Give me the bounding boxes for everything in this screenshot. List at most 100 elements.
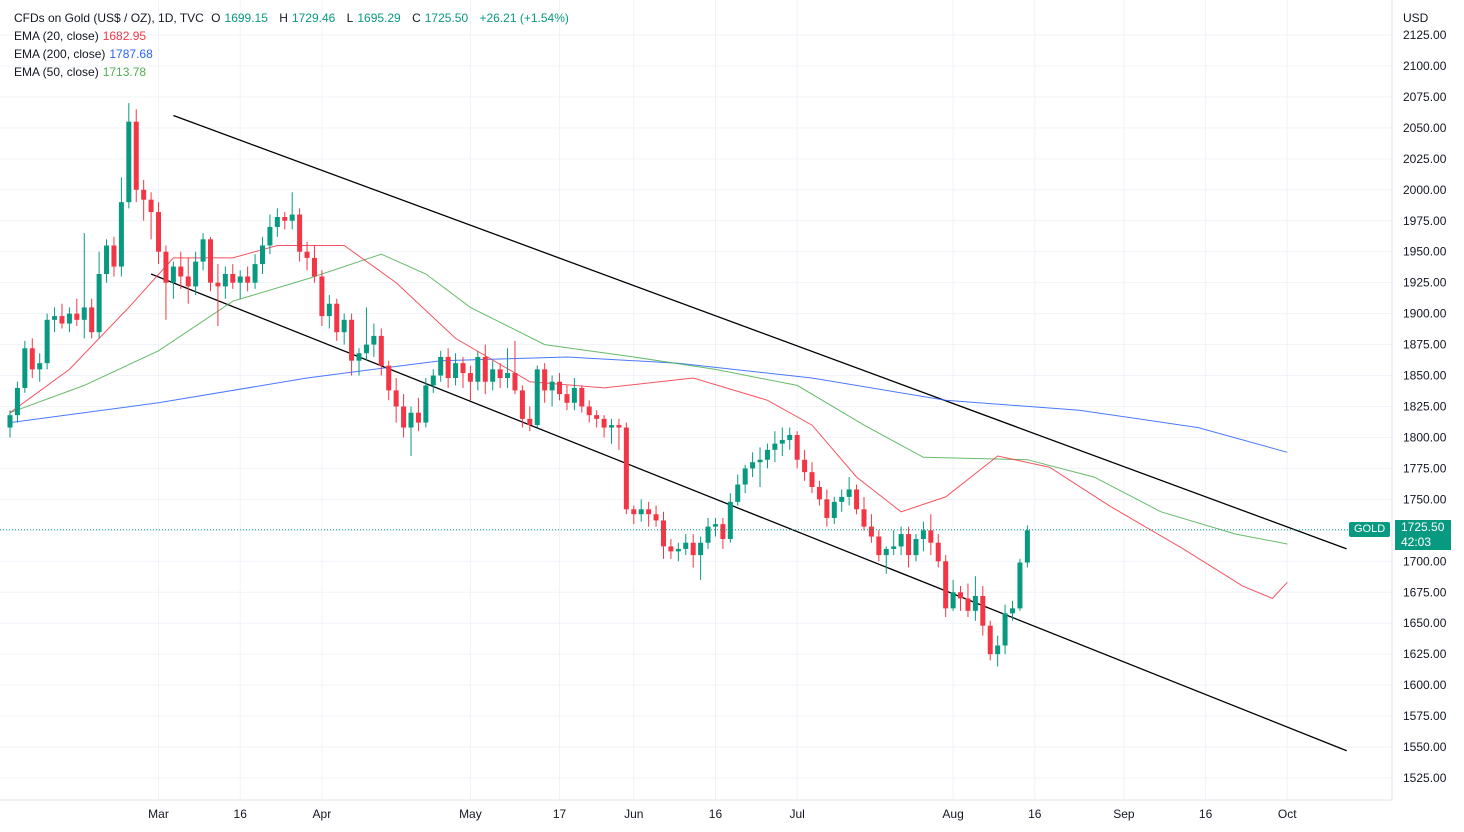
candle-body[interactable] xyxy=(519,390,525,419)
candle[interactable] xyxy=(705,517,711,549)
candle-body[interactable] xyxy=(378,335,384,366)
candle[interactable] xyxy=(401,394,407,438)
candle-body[interactable] xyxy=(950,592,956,609)
candle[interactable] xyxy=(96,251,102,339)
candle-body[interactable] xyxy=(118,202,124,267)
candle-body[interactable] xyxy=(133,121,139,190)
candle[interactable] xyxy=(727,493,733,543)
candle[interactable] xyxy=(259,236,265,274)
candle[interactable] xyxy=(74,298,80,327)
candle[interactable] xyxy=(423,378,429,428)
candle-body[interactable] xyxy=(623,427,629,510)
candle-body[interactable] xyxy=(497,369,503,379)
candle-body[interactable] xyxy=(289,214,295,221)
symbol-description[interactable]: CFDs on Gold (US$ / OZ), 1D, TVC xyxy=(14,11,204,25)
candle[interactable] xyxy=(14,381,20,423)
candle[interactable] xyxy=(363,307,369,361)
candle[interactable] xyxy=(289,192,295,230)
candle[interactable] xyxy=(549,375,555,407)
candle[interactable] xyxy=(868,514,874,543)
candle-body[interactable] xyxy=(809,472,815,487)
candle[interactable] xyxy=(958,586,964,611)
candle-body[interactable] xyxy=(341,319,347,333)
candle[interactable] xyxy=(311,245,317,283)
candle-body[interactable] xyxy=(349,319,355,361)
candle-body[interactable] xyxy=(616,425,622,428)
candle-body[interactable] xyxy=(512,373,518,391)
candle[interactable] xyxy=(237,270,243,299)
candle[interactable] xyxy=(230,264,236,289)
candle[interactable] xyxy=(616,418,622,450)
candle[interactable] xyxy=(779,427,785,457)
candle[interactable] xyxy=(987,620,993,661)
ema200-legend[interactable]: EMA (200, close) 1787.68 xyxy=(14,47,153,61)
candle-body[interactable] xyxy=(1017,562,1023,609)
candle-body[interactable] xyxy=(178,266,184,277)
candle-body[interactable] xyxy=(928,530,934,543)
candle[interactable] xyxy=(519,385,525,428)
candle[interactable] xyxy=(415,397,421,432)
candle[interactable] xyxy=(66,307,72,333)
candle[interactable] xyxy=(193,251,199,296)
candle[interactable] xyxy=(371,323,377,357)
candle-body[interactable] xyxy=(96,273,102,333)
candles[interactable] xyxy=(7,103,1030,667)
candle[interactable] xyxy=(349,313,355,376)
candle-body[interactable] xyxy=(304,251,310,258)
candle-body[interactable] xyxy=(363,344,369,354)
candle-body[interactable] xyxy=(423,385,429,423)
candle[interactable] xyxy=(200,233,206,271)
candle-body[interactable] xyxy=(631,509,637,515)
candle[interactable] xyxy=(935,534,941,568)
candle[interactable] xyxy=(631,505,637,525)
candle-body[interactable] xyxy=(14,387,20,416)
candle-body[interactable] xyxy=(534,369,540,426)
candle-body[interactable] xyxy=(408,412,414,428)
candle[interactable] xyxy=(698,536,704,580)
candle-body[interactable] xyxy=(393,390,399,407)
candle[interactable] xyxy=(720,517,726,549)
candle[interactable] xyxy=(1010,600,1016,621)
candle-body[interactable] xyxy=(460,363,466,374)
candle-body[interactable] xyxy=(490,369,496,382)
candle[interactable] xyxy=(995,635,1001,667)
candle[interactable] xyxy=(252,254,258,289)
candle[interactable] xyxy=(81,233,87,339)
candle[interactable] xyxy=(920,521,926,552)
candle[interactable] xyxy=(809,462,815,494)
candle-body[interactable] xyxy=(646,509,652,515)
candle[interactable] xyxy=(126,103,132,209)
candle[interactable] xyxy=(831,496,837,525)
candle-body[interactable] xyxy=(787,434,793,440)
candle[interactable] xyxy=(59,303,65,329)
candle[interactable] xyxy=(378,328,384,376)
candle[interactable] xyxy=(794,431,800,469)
candle-body[interactable] xyxy=(831,501,837,518)
candle-body[interactable] xyxy=(163,251,169,283)
candle-body[interactable] xyxy=(727,501,733,540)
candle-body[interactable] xyxy=(74,313,80,320)
candle[interactable] xyxy=(883,546,889,574)
candle[interactable] xyxy=(482,344,488,395)
candle-body[interactable] xyxy=(141,189,147,200)
candle-body[interactable] xyxy=(549,381,555,391)
candle[interactable] xyxy=(735,474,741,506)
candle-body[interactable] xyxy=(876,536,882,556)
candle[interactable] xyxy=(267,214,273,255)
candle-body[interactable] xyxy=(987,625,993,655)
candle-body[interactable] xyxy=(386,365,392,391)
candle-body[interactable] xyxy=(913,539,919,556)
candle-body[interactable] xyxy=(126,121,132,203)
candle-body[interactable] xyxy=(245,276,251,283)
candle-body[interactable] xyxy=(326,303,332,317)
ema20-legend[interactable]: EMA (20, close) 1682.95 xyxy=(14,29,147,43)
candle-body[interactable] xyxy=(215,282,221,287)
candle[interactable] xyxy=(571,378,577,411)
candle-body[interactable] xyxy=(1024,530,1030,563)
candle[interactable] xyxy=(1017,558,1023,611)
candle-body[interactable] xyxy=(868,526,874,537)
candle-body[interactable] xyxy=(898,534,904,547)
candle-body[interactable] xyxy=(883,548,889,556)
candle-body[interactable] xyxy=(750,462,756,469)
candle[interactable] xyxy=(898,526,904,556)
